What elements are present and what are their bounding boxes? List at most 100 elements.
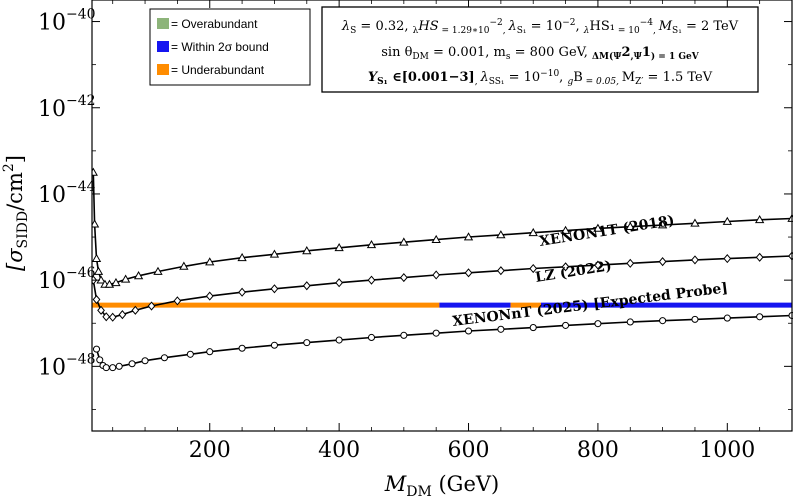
series-0-point-20: [463, 232, 474, 241]
series-1-point-6: [131, 305, 140, 315]
series-1-point-23: [658, 257, 667, 267]
series-1-point-21: [594, 260, 602, 270]
x-tick-label-1: 400: [318, 438, 360, 463]
series-1-point-10: [238, 287, 246, 297]
series-1-point-16: [432, 270, 441, 280]
x-axis-title: MDM (GeV): [384, 472, 500, 498]
series-0-point-9: [133, 271, 144, 280]
series-2-point-9: [186, 350, 194, 358]
series-1-point-13: [335, 278, 344, 288]
series-2-point-24: [659, 317, 667, 325]
series-1-point-25: [723, 254, 732, 264]
series-0-point-28: [722, 216, 732, 225]
series-2-point-22: [594, 320, 602, 328]
series-2-point-16: [400, 331, 408, 339]
series-2-point-21: [562, 321, 570, 329]
parameter-box-frame: [321, 6, 759, 93]
series-0-point-21: [496, 230, 506, 239]
series-0-point-26: [657, 220, 668, 229]
series-2-point-7: [141, 357, 149, 365]
series-1-point-20: [561, 262, 570, 272]
series-0-point-0: [92, 167, 98, 176]
axis-labels: 200 400 600 800 1000 10−40 10−42 10−44 10−46 10−4…: [1, 7, 755, 498]
series-1-point-22: [626, 258, 635, 268]
series-1-point-3: [102, 312, 111, 322]
series-1-point-14: [367, 275, 376, 285]
series-0-point-11: [179, 261, 189, 270]
series-1-point-19: [529, 263, 538, 274]
series-2-point-17: [432, 329, 440, 337]
series-0-point-24: [593, 223, 603, 232]
series-2-point-13: [303, 339, 311, 347]
parameter-box: λS = 0.32, λHS = 1.29∗10−2, λS₁ = 10−2, …: [321, 6, 759, 93]
series-0-point-18: [399, 237, 409, 246]
series-2-point-15: [367, 333, 376, 342]
series-0-point-25: [625, 221, 635, 231]
series-2-point-11: [238, 344, 246, 352]
series-1-point-1: [92, 294, 101, 305]
series-0-point-14: [269, 249, 280, 258]
y-tick-label-3: 10−46: [38, 265, 96, 294]
legend: = Overabundant = Within 2σ bound = Underab…: [149, 8, 311, 86]
series-1-point-2: [97, 305, 105, 315]
x-tick-label-3: 800: [577, 438, 619, 463]
series-2-point-26: [723, 314, 731, 322]
series-2-point-6: [128, 360, 136, 368]
series-0-point-12: [205, 257, 215, 266]
series-2-point-20: [529, 324, 537, 332]
series-0-point-23: [560, 225, 571, 234]
series-2-point-1: [96, 356, 104, 364]
series-2-point-10: [206, 348, 214, 356]
series-1-point-7: [147, 301, 156, 311]
y-tick-label-1: 10−42: [38, 93, 96, 122]
series-0-point-19: [431, 234, 441, 243]
y-tick-label-4: 10−48: [38, 351, 96, 380]
series-1-point-4: [108, 312, 117, 322]
x-tick-label-4: 1000: [699, 438, 755, 463]
legend-swatch-1: [157, 41, 169, 52]
series-0-point-6: [104, 279, 115, 288]
series-1-point-24: [691, 255, 699, 265]
parameter-line-2: sin θDM = 0.001, ms = 800 GeV, ΔM(Ψ2,Ψ1)…: [381, 45, 700, 62]
series-2-point-3: [102, 364, 110, 372]
legend-label-0: = Overabundant: [171, 17, 258, 31]
plot-frame: [91, 0, 793, 432]
series-0-point-8: [120, 274, 131, 283]
legend-label-2: = Underabundant: [171, 63, 265, 77]
series-0-point-22: [528, 227, 538, 237]
series-0-point-13: [237, 252, 247, 262]
series-0-point-17: [366, 240, 377, 249]
x-tick-label-0: 200: [189, 438, 231, 463]
series-2-point-12: [270, 341, 278, 349]
y-tick-label-0: 10−40: [38, 7, 96, 36]
series-2-point-5: [115, 362, 123, 370]
legend-label-1: = Within 2σ bound: [171, 40, 269, 54]
series-0-point-2: [92, 253, 102, 262]
series-1-point-15: [399, 272, 408, 283]
series-0-point-7: [111, 277, 121, 287]
y-tick-label-2: 10−44: [38, 179, 96, 208]
plot-area: [92, 167, 793, 372]
series-0-point-10: [153, 266, 163, 275]
series-2-point-18: [464, 327, 473, 335]
series-1-point-18: [496, 266, 505, 276]
series-0-point-1: [92, 219, 100, 228]
series-0-point-27: [690, 218, 700, 227]
series-2-point-4: [109, 364, 117, 372]
legend-swatch-2: [157, 64, 169, 75]
series-2-point-27: [756, 313, 764, 321]
series-1-point-9: [205, 291, 214, 301]
series-0-point-29: [754, 215, 765, 224]
parameter-line-1: λS = 0.32, λHS = 1.29∗10−2, λS₁ = 10−2, …: [341, 18, 739, 36]
series-1-point-17: [464, 268, 473, 278]
series-0-point-15: [302, 246, 312, 255]
series-2-point-0: [92, 345, 101, 353]
series-1-point-5: [118, 310, 127, 320]
series-1-point-26: [755, 252, 764, 262]
x-tick-label-2: 600: [448, 438, 490, 463]
series-0-point-3: [93, 266, 104, 275]
series-2-point-23: [626, 318, 634, 326]
series-1-point-12: [302, 281, 311, 291]
series-line-1: [92, 255, 793, 319]
